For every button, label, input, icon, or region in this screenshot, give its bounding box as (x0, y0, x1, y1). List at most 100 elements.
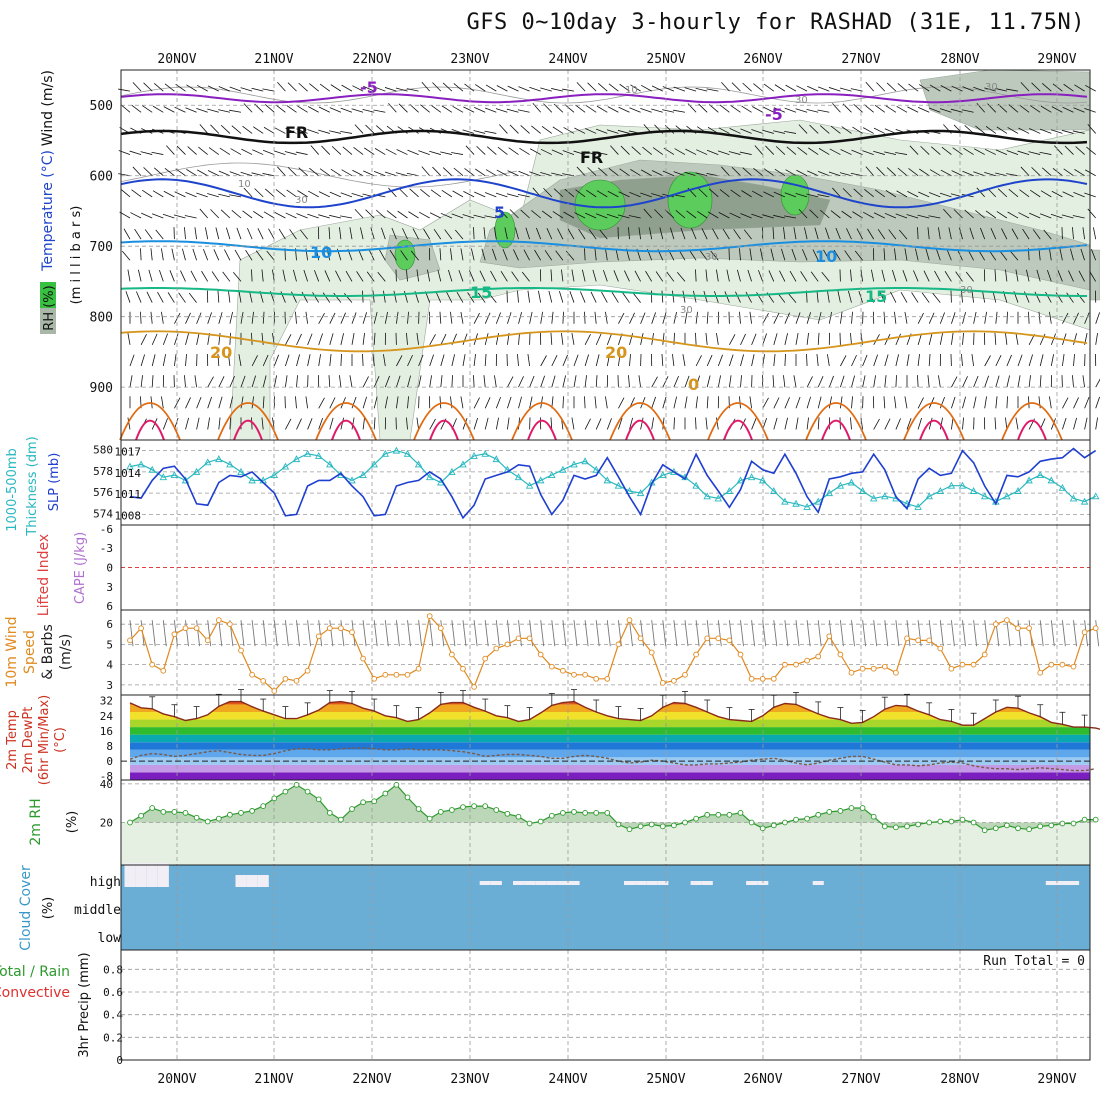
top-date-label: 25NOV (646, 52, 685, 67)
upper-wind-barb (184, 215, 197, 219)
upper-wind-barb (796, 169, 808, 177)
upper-wind-barb (185, 312, 191, 324)
upper-wind-barb (915, 248, 919, 261)
upper-wind-barb (1049, 396, 1052, 409)
upper-wind-barb (950, 108, 963, 113)
upper-wind-barb (451, 375, 453, 388)
wind-speed-point (227, 621, 233, 628)
upper-wind-barb (884, 151, 896, 155)
upper-wind-barb (1072, 215, 1085, 219)
rh-point (449, 807, 455, 813)
upper-wind-barb (948, 227, 952, 240)
upper-wind-barb (886, 167, 897, 177)
upper-wind-barb (494, 375, 497, 388)
upper-wind-barb (787, 293, 797, 303)
upper-wind-barb (473, 130, 486, 134)
upper-wind-barb (1039, 151, 1052, 155)
upper-wind-barb (904, 396, 908, 409)
surface-wind-barb (207, 620, 212, 647)
upper-wind-barb (341, 84, 353, 92)
upper-wind-barb (1036, 269, 1041, 282)
upper-wind-barb (651, 376, 658, 388)
cloud-bar (1056, 881, 1068, 885)
upper-wind-barb (684, 87, 697, 92)
upper-wind-barb (308, 106, 319, 113)
wind-speed-point (893, 669, 899, 676)
upper-wind-barb (773, 214, 785, 219)
upper-wind-barb (722, 228, 730, 240)
upper-wind-barb (529, 311, 533, 324)
wind-speed-point (160, 667, 167, 674)
upper-wind-barb (885, 105, 897, 113)
upper-wind-barb (529, 171, 541, 177)
top-date-label: 24NOV (548, 52, 587, 67)
upper-wind-barb (384, 171, 397, 177)
rh-point (1070, 820, 1077, 827)
upper-wind-barb (574, 212, 586, 219)
upper-wind-barb (205, 227, 209, 240)
upper-wind-barb (509, 209, 519, 219)
bottom-date-label: 20NOV (157, 1072, 196, 1087)
upper-wind-barb (911, 292, 919, 303)
upper-wind-barb (429, 418, 436, 430)
upper-wind-barb (561, 332, 564, 345)
wind-speed-point (204, 637, 211, 644)
thickness-point (514, 473, 523, 481)
upper-wind-barb (551, 172, 563, 177)
surface-wind-barb (606, 620, 611, 647)
surface-wind-barb (185, 620, 189, 647)
upper-wind-barb (287, 166, 297, 176)
upper-wind-barb (257, 228, 264, 240)
upper-wind-barb (1050, 213, 1063, 219)
upper-wind-barb (584, 354, 589, 367)
upper-wind-barb (520, 125, 530, 134)
thickness-point (425, 473, 434, 481)
upper-wind-barb (641, 84, 652, 92)
upper-wind-barb (629, 107, 641, 113)
upper-wind-barb (962, 376, 968, 388)
rh-point (1048, 822, 1055, 829)
surface-wind-barb (151, 620, 156, 647)
rh-point (826, 809, 833, 815)
upper-wind-barb (240, 311, 244, 324)
upper-wind-barb (140, 311, 142, 324)
contour-label: 30 (680, 305, 693, 316)
upper-wind-barb (362, 376, 369, 388)
upper-wind-barb (152, 190, 164, 198)
upper-wind-barb (185, 354, 187, 367)
upper-wind-barb (762, 214, 774, 219)
contour-label: 0 (688, 375, 699, 394)
rh-point (770, 822, 777, 829)
rh-point (671, 822, 677, 829)
rh-axis-label: (%) (65, 811, 80, 834)
wind-speed-point (948, 665, 955, 672)
upper-wind-barb (1022, 228, 1030, 240)
upper-wind-barb (984, 172, 996, 177)
upper-wind-barb (995, 88, 1007, 92)
upper-wind-barb (474, 107, 486, 113)
upper-wind-barb (386, 210, 397, 219)
upper-wind-barb (982, 290, 986, 303)
rh-point (992, 825, 999, 832)
upper-wind-barb (606, 213, 619, 219)
upper-wind-barb (798, 124, 808, 134)
surface-wind-barb (895, 620, 900, 647)
upper-wind-barb (563, 127, 575, 134)
upper-wind-barb (264, 104, 275, 113)
upper-wind-barb (607, 106, 619, 113)
rh-point (127, 819, 133, 826)
upper-wind-barb (517, 290, 519, 303)
upper-wind-barb (162, 213, 175, 219)
upper-wind-barb (971, 290, 974, 303)
upper-wind-barb (397, 210, 408, 219)
upper-wind-barb (965, 271, 974, 282)
upper-wind-barb (774, 168, 786, 177)
cloud-level-label: high (90, 875, 121, 890)
rh-green-area (780, 174, 810, 216)
thickness-point (159, 473, 168, 481)
wind-speed-point (293, 677, 300, 684)
upper-wind-barb (330, 168, 342, 177)
upper-wind-barb (1006, 88, 1019, 92)
upper-wind-barb (733, 229, 741, 240)
upper-wind-barb (951, 417, 954, 430)
